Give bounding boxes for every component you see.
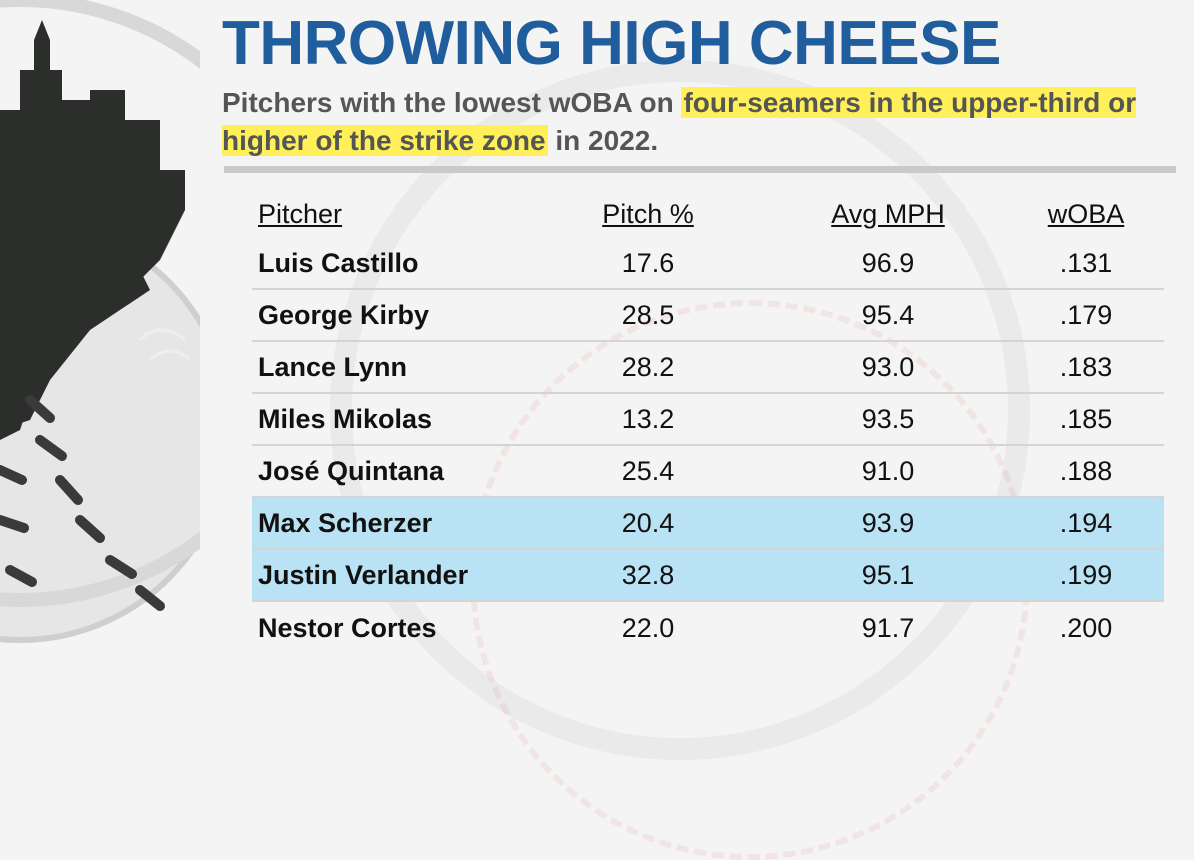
table-row: Nestor Cortes 22.0 91.7 .200 [252, 602, 1164, 654]
cell-pitcher: Max Scherzer [258, 507, 433, 538]
cell-pitcher: José Quintana [258, 455, 445, 486]
cell-woba: .200 [1059, 612, 1113, 643]
table-row: Justin Verlander 32.8 95.1 .199 [252, 550, 1164, 602]
cell-avg-mph: 91.7 [861, 612, 915, 643]
table-row: Lance Lynn 28.2 93.0 .183 [252, 342, 1164, 394]
cell-avg-mph: 95.1 [861, 559, 915, 590]
cell-pitch-pct: 32.8 [621, 559, 675, 590]
skyline-baseball-logo-icon [0, 0, 200, 643]
stats-table: Pitcher Pitch % Avg MPH wOBA Luis Castil… [252, 190, 1164, 654]
cell-avg-mph: 96.9 [861, 247, 915, 278]
cell-pitcher: Luis Castillo [258, 247, 419, 278]
cell-pitch-pct: 13.2 [621, 403, 675, 434]
column-header-woba: wOBA [1047, 198, 1125, 229]
cell-woba: .188 [1059, 455, 1113, 486]
page-title: THROWING HIGH CHEESE [222, 9, 1001, 78]
subtitle-suffix: in 2022. [547, 125, 659, 156]
table-row: George Kirby 28.5 95.4 .179 [252, 290, 1164, 342]
column-header-pitch-pct: Pitch % [602, 198, 694, 229]
cell-pitch-pct: 25.4 [621, 455, 675, 486]
cell-pitcher: Miles Mikolas [258, 403, 433, 434]
table-row: Max Scherzer 20.4 93.9 .194 [252, 498, 1164, 550]
cell-avg-mph: 93.9 [861, 507, 915, 538]
cell-avg-mph: 91.0 [861, 455, 915, 486]
column-header-pitcher: Pitcher [258, 198, 343, 229]
cell-woba: .199 [1059, 559, 1113, 590]
cell-pitch-pct: 22.0 [621, 612, 675, 643]
cell-avg-mph: 93.0 [861, 351, 915, 382]
cell-woba: .185 [1059, 403, 1113, 434]
column-header-avg-mph: Avg MPH [831, 198, 945, 229]
cell-avg-mph: 95.4 [861, 299, 915, 330]
cell-pitcher: Lance Lynn [258, 351, 408, 382]
cell-woba: .194 [1059, 507, 1113, 538]
subtitle: Pitchers with the lowest wOBA on four-se… [222, 84, 1182, 160]
table-row: Miles Mikolas 13.2 93.5 .185 [252, 394, 1164, 446]
cell-pitch-pct: 17.6 [621, 247, 675, 278]
cell-pitcher: Justin Verlander [258, 559, 469, 590]
team-logo [0, 0, 200, 664]
cell-pitch-pct: 20.4 [621, 507, 675, 538]
cell-woba: .183 [1059, 351, 1113, 382]
table-row: Luis Castillo 17.6 96.9 .131 [252, 238, 1164, 290]
cell-avg-mph: 93.5 [861, 403, 915, 434]
cell-woba: .179 [1059, 299, 1113, 330]
divider [224, 166, 1176, 173]
cell-pitch-pct: 28.2 [621, 351, 675, 382]
cell-pitcher: Nestor Cortes [258, 612, 437, 643]
table-row: José Quintana 25.4 91.0 .188 [252, 446, 1164, 498]
subtitle-text: Pitchers with the lowest wOBA on [222, 87, 682, 118]
cell-woba: .131 [1059, 247, 1113, 278]
cell-pitch-pct: 28.5 [621, 299, 675, 330]
table-header: Pitcher Pitch % Avg MPH wOBA [252, 190, 1164, 238]
cell-pitcher: George Kirby [258, 299, 430, 330]
table-body: Luis Castillo 17.6 96.9 .131 George Kirby 28.… [252, 238, 1164, 654]
